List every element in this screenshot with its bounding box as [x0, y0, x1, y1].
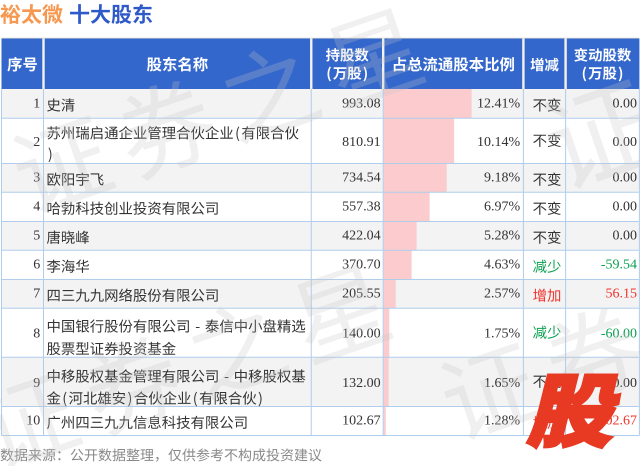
svg-text:132.00: 132.00 [342, 376, 381, 391]
svg-text:1.28%: 1.28% [484, 414, 521, 429]
svg-text:0.00: 0.00 [613, 200, 638, 215]
svg-text:6.97%: 6.97% [484, 200, 521, 215]
svg-text:205.55: 205.55 [342, 287, 381, 302]
svg-text:9.18%: 9.18% [484, 171, 521, 186]
svg-text:3: 3 [33, 171, 40, 186]
svg-text:-60.00: -60.00 [601, 327, 637, 342]
svg-text:370.70: 370.70 [342, 258, 381, 273]
svg-text:9: 9 [33, 376, 40, 391]
svg-text:993.08: 993.08 [342, 96, 381, 111]
svg-text:734.54: 734.54 [342, 171, 381, 186]
svg-text:10.14%: 10.14% [477, 135, 521, 150]
svg-text:0.00: 0.00 [613, 376, 638, 391]
svg-text:102.67: 102.67 [342, 414, 381, 429]
svg-text:4.63%: 4.63% [484, 258, 521, 273]
svg-text:4: 4 [33, 200, 40, 215]
svg-text:2.57%: 2.57% [484, 287, 521, 302]
svg-text:1.75%: 1.75% [484, 327, 521, 342]
svg-text:2: 2 [33, 135, 40, 150]
svg-text:1.65%: 1.65% [484, 376, 521, 391]
svg-text:-59.54: -59.54 [601, 258, 637, 273]
svg-text:12.41%: 12.41% [477, 96, 521, 111]
svg-text:0.00: 0.00 [613, 171, 638, 186]
svg-text:0.00: 0.00 [613, 135, 638, 150]
svg-text:56.15: 56.15 [606, 287, 638, 302]
svg-text:10: 10 [26, 414, 40, 429]
svg-text:8: 8 [33, 327, 40, 342]
svg-text:557.38: 557.38 [342, 200, 381, 215]
svg-text:0.00: 0.00 [613, 96, 638, 111]
svg-text:0.00: 0.00 [613, 229, 638, 244]
svg-text:7: 7 [33, 287, 40, 302]
svg-text:1: 1 [33, 96, 40, 111]
svg-text:422.04: 422.04 [342, 229, 381, 244]
svg-text:810.91: 810.91 [342, 135, 381, 150]
svg-text:6: 6 [33, 258, 40, 273]
svg-text:140.00: 140.00 [342, 327, 381, 342]
svg-text:5: 5 [33, 229, 40, 244]
svg-text:5.28%: 5.28% [484, 229, 521, 244]
